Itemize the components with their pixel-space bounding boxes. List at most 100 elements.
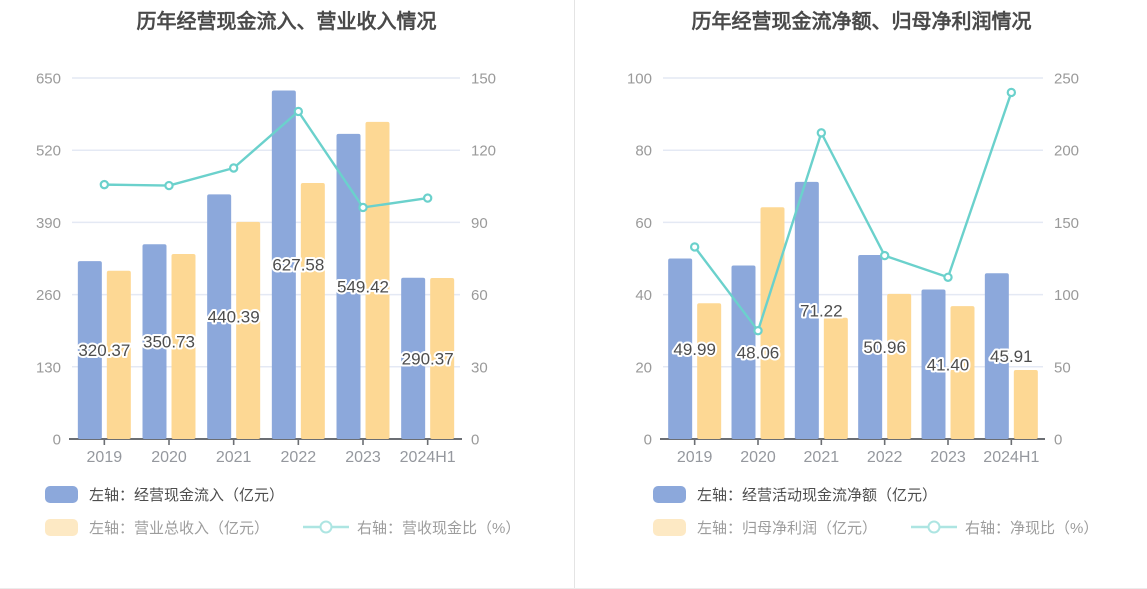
right-axis-tick-label: 250: [1054, 71, 1079, 88]
bar: [668, 258, 693, 439]
bar: [106, 270, 131, 439]
ratio-line: [103, 110, 429, 209]
legend-item-cash-inflow: 左轴：经营现金流入（亿元）: [45, 484, 284, 505]
left-axis-tick-label: 390: [36, 215, 61, 232]
right-axis-tick-label: 50: [1054, 359, 1071, 376]
bar: [365, 121, 390, 440]
bar-value-label: 49.99: [673, 340, 716, 359]
bar: [77, 261, 102, 439]
bar-value-label: 549.42: [337, 277, 389, 296]
net-cashflow-profit-chart: 0 20 40 60 80 100 0 50 100 150 200 250 2019 2020 2021 2…: [627, 71, 1079, 467]
legend-row-1: 左轴：经营活动现金流净额（亿元）: [653, 481, 1098, 507]
right-axis-tick-label: 200: [1054, 143, 1079, 160]
blue-bar-swatch-icon: [45, 485, 78, 503]
bar-value-label: 45.91: [990, 347, 1033, 366]
right-axis-tick-label: 100: [1054, 287, 1079, 304]
orange-bar-swatch-icon: [653, 518, 686, 536]
ratio-line: [693, 91, 1013, 332]
cash-inflow-revenue-panel: 历年经营现金流入、营业收入情况 0 130 260 390 520 650 0 30 60 90 1…: [0, 0, 573, 588]
line-point-marker: [293, 106, 304, 117]
left-axis-tick-label: 0: [53, 432, 61, 449]
legend-label: 左轴：营业总收入（亿元）: [89, 519, 270, 537]
right-axis-tick-label: 150: [1054, 215, 1079, 232]
bar: [984, 273, 1009, 439]
line-series-marker-icon: [303, 520, 350, 534]
category-label: 2024H1: [983, 449, 1039, 466]
bar: [236, 221, 261, 439]
blue-bar-swatch-icon: [653, 485, 686, 503]
chart-title-left: 历年经营现金流入、营业收入情况: [136, 11, 437, 33]
cash-inflow-revenue-chart: 0 130 260 390 520 650 0 30 60 90 120 150 2019 2020 202…: [36, 71, 496, 467]
legend-label: 左轴：归母净利润（亿元）: [697, 519, 878, 537]
bar-value-label: 320.37: [78, 341, 130, 360]
bar: [950, 306, 975, 439]
net-cashflow-profit-panel: 历年经营现金流净额、归母净利润情况 0 20 40 60 80 100 0 50 100 150 2…: [574, 0, 1147, 588]
bar: [887, 293, 912, 439]
category-label: 2019: [87, 449, 123, 466]
bar: [171, 254, 196, 439]
bar-value-label: 290.37: [402, 349, 454, 368]
bar: [336, 133, 361, 439]
line-series-marker-icon: [911, 520, 958, 534]
bar: [760, 207, 785, 439]
right-axis-tick-label: 90: [471, 215, 488, 232]
line-point-marker: [753, 326, 763, 336]
legend-item-net-cash-ratio: 右轴：净现比（%）: [911, 517, 1098, 538]
category-label: 2023: [930, 449, 966, 466]
bar: [1013, 370, 1038, 439]
legend-item-total-revenue: 左轴：营业总收入（亿元）: [45, 517, 269, 538]
bar: [794, 181, 819, 439]
bar: [207, 194, 232, 439]
legend-item-net-profit: 左轴：归母净利润（亿元）: [653, 517, 877, 538]
legend-label: 右轴：营收现金比（%）: [357, 519, 521, 537]
chart-title-right: 历年经营现金流净额、归母净利润情况: [691, 11, 1032, 33]
bar-value-label: 71.22: [800, 301, 843, 320]
line-point-marker: [422, 193, 433, 203]
bar-value-label: 50.96: [863, 338, 906, 357]
bar-value-label: 440.39: [208, 308, 260, 327]
legend-right: 左轴：经营活动现金流净额（亿元） 左轴：归母净利润（亿元） 右轴：净现比（%）: [653, 481, 1098, 547]
bar: [823, 317, 848, 439]
line-point-marker: [228, 163, 239, 173]
left-axis-tick-label: 100: [627, 71, 652, 88]
legend-row-2: 左轴：营业总收入（亿元） 右轴：营收现金比（%）: [45, 514, 520, 540]
bar: [731, 265, 756, 439]
category-label: 2020: [740, 449, 776, 466]
bar: [401, 277, 426, 439]
left-axis-tick-label: 130: [36, 359, 61, 376]
category-label: 2019: [677, 449, 713, 466]
legend-row-1: 左轴：经营现金流入（亿元）: [45, 481, 520, 507]
legend-label: 右轴：净现比（%）: [965, 519, 1099, 537]
bar: [921, 289, 946, 439]
bar: [271, 90, 296, 439]
category-label: 2022: [281, 449, 317, 466]
right-axis-tick-label: 60: [471, 287, 488, 304]
left-axis-tick-label: 260: [36, 287, 61, 304]
bar-value-label: 48.06: [737, 343, 780, 362]
legend-row-2: 左轴：归母净利润（亿元） 右轴：净现比（%）: [653, 514, 1098, 540]
category-label: 2020: [151, 449, 187, 466]
right-axis-tick-label: 120: [471, 143, 496, 160]
line-point-marker: [99, 179, 110, 190]
line-point-marker: [816, 128, 827, 138]
bar: [430, 277, 455, 439]
bar-value-label: 627.58: [272, 256, 324, 275]
line-point-marker: [689, 242, 700, 252]
left-axis-tick-label: 60: [635, 215, 652, 232]
left-axis-tick-label: 520: [36, 143, 61, 160]
line-point-marker: [943, 272, 953, 282]
legend-left: 左轴：经营现金流入（亿元） 左轴：营业总收入（亿元） 右轴：营收现金比（%）: [45, 481, 520, 547]
orange-bar-swatch-icon: [45, 518, 78, 536]
right-axis-tick-label: 0: [1054, 432, 1062, 449]
line-point-marker: [879, 250, 890, 261]
left-axis-tick-label: 80: [635, 143, 652, 160]
bar: [697, 303, 722, 439]
bar: [300, 182, 325, 439]
line-point-marker: [164, 180, 174, 191]
legend-item-net-cashflow: 左轴：经营活动现金流净额（亿元）: [653, 484, 937, 505]
bar-value-label: 350.73: [143, 333, 195, 352]
legend-label: 左轴：经营活动现金流净额（亿元）: [697, 486, 938, 504]
left-axis-tick-label: 0: [644, 432, 652, 449]
right-axis-tick-label: 0: [471, 432, 479, 449]
